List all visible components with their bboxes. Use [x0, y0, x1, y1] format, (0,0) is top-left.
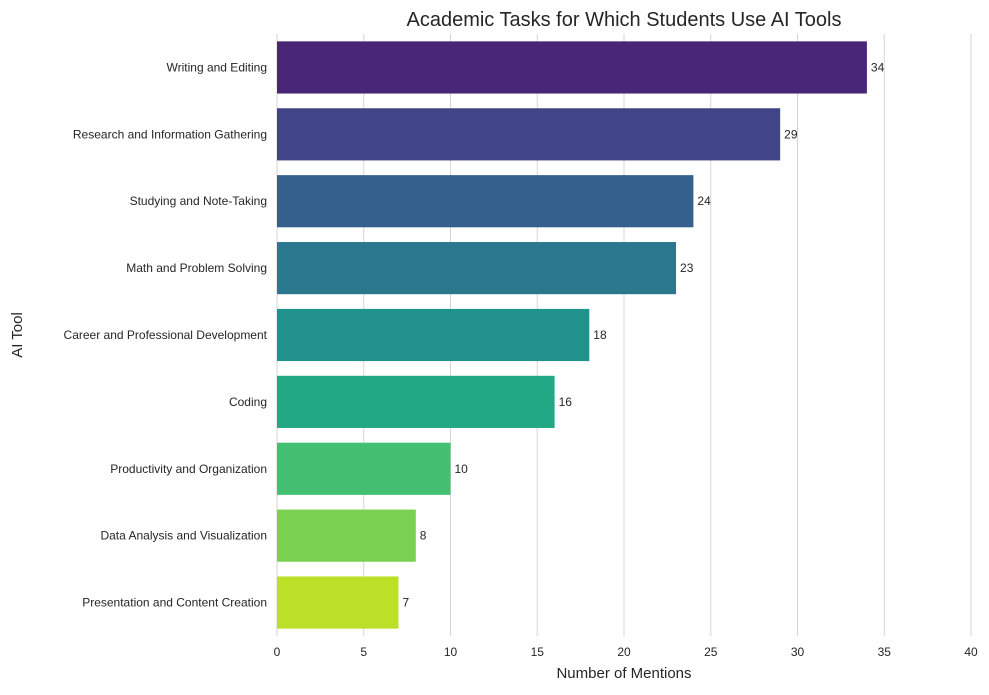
data-label: 16 [559, 395, 573, 409]
y-tick-label: Coding [229, 395, 267, 409]
x-tick-label: 35 [878, 645, 892, 659]
bar [277, 242, 677, 295]
data-label: 7 [402, 596, 409, 610]
y-tick-label: Studying and Note-Taking [130, 194, 267, 208]
x-tick-label: 0 [274, 645, 281, 659]
data-labels: 34 29 24 23 18 16 10 8 7 [402, 60, 884, 609]
data-label: 23 [680, 261, 694, 275]
bar [277, 442, 451, 495]
y-tick-label: Math and Problem Solving [126, 261, 267, 275]
x-tick-label: 10 [444, 645, 458, 659]
data-label: 8 [420, 529, 427, 543]
y-tick-label: Writing and Editing [167, 60, 268, 74]
data-label: 29 [784, 127, 798, 141]
x-tick-label: 30 [791, 645, 805, 659]
data-label: 24 [697, 194, 711, 208]
y-tick-label: Career and Professional Development [64, 328, 268, 342]
bar [277, 41, 867, 94]
bar [277, 108, 781, 161]
x-tick-label: 25 [704, 645, 718, 659]
bar [277, 308, 590, 362]
data-label: 18 [593, 328, 607, 342]
bar [277, 175, 694, 228]
y-tick-label: Research and Information Gathering [73, 127, 267, 141]
bars [277, 41, 867, 629]
bar [277, 375, 555, 428]
y-axis-label: AI Tool [9, 312, 26, 358]
bar [277, 509, 416, 562]
x-axis-label: Number of Mentions [556, 665, 691, 682]
x-tick-label: 5 [360, 645, 367, 659]
category-tick-labels: Writing and Editing Research and Informat… [64, 60, 268, 609]
bar [277, 576, 399, 629]
y-tick-label: Productivity and Organization [110, 462, 267, 476]
data-label: 34 [871, 60, 885, 74]
y-tick-label: Data Analysis and Visualization [100, 529, 267, 543]
data-label: 10 [455, 462, 469, 476]
chart-title: Academic Tasks for Which Students Use AI… [406, 9, 841, 31]
x-tick-label: 40 [964, 645, 978, 659]
x-tick-label: 20 [617, 645, 631, 659]
y-tick-label: Presentation and Content Creation [82, 596, 267, 610]
x-tick-labels: 0 5 10 15 20 25 30 35 40 [274, 645, 978, 659]
x-tick-label: 15 [531, 645, 545, 659]
